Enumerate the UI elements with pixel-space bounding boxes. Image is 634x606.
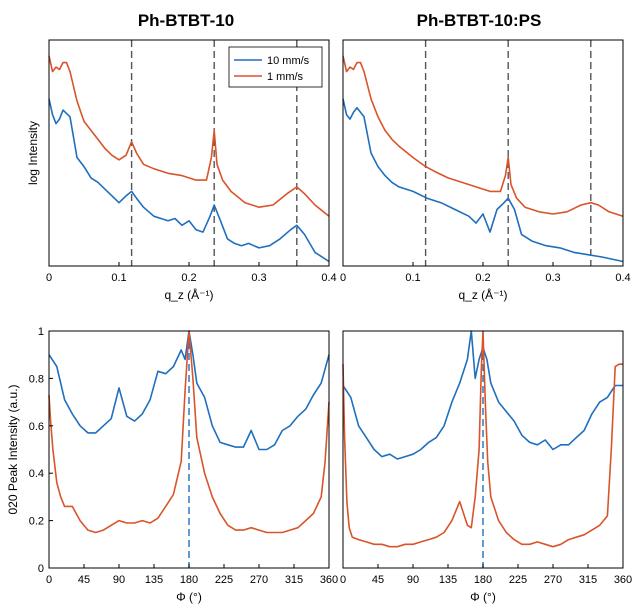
x-tick-label: 135 <box>439 574 457 586</box>
x-tick-label: 0.3 <box>251 272 266 284</box>
series-line-1-mm-s <box>48 330 330 534</box>
x-tick-label: 0.2 <box>181 272 196 284</box>
x-axis-label: Φ (°) <box>176 590 202 604</box>
y-axis-label: log Intensity <box>26 121 40 185</box>
x-tick-label: 0.3 <box>545 272 560 284</box>
x-tick-label: 0.1 <box>111 272 126 284</box>
panel-2: 0 45 90 135 180 225 270 315 360 0 0.2 0.4 0.6 0.8 1 Φ (… <box>6 326 338 604</box>
legend-label-0: 10 mm/s <box>267 55 310 67</box>
x-tick-label: 45 <box>78 574 90 586</box>
y-tick-label: 0.6 <box>29 421 44 433</box>
y-tick-label: 0.8 <box>29 373 44 385</box>
x-tick-label: 225 <box>215 574 233 586</box>
y-tick-label: 0 <box>38 563 44 575</box>
series-line-10-mm-s <box>342 330 623 460</box>
x-tick-label: 0 <box>340 272 346 284</box>
x-tick-label: 180 <box>474 574 492 586</box>
series-line-10-mm-s <box>48 98 330 263</box>
y-tick-label: 0.2 <box>29 516 44 528</box>
x-tick-label: 270 <box>250 574 268 586</box>
x-tick-label: 0.4 <box>615 272 630 284</box>
series-line-10-mm-s <box>342 98 624 263</box>
x-axis-label: q_z (Å⁻¹) <box>458 287 507 302</box>
panel-0: 0 0.1 0.2 0.3 0.4 q_z (Å⁻¹) log Intensity 10 mm… <box>26 39 337 302</box>
x-tick-label: 315 <box>579 574 597 586</box>
x-tick-label: 270 <box>544 574 562 586</box>
legend-label-1: 1 mm/s <box>267 71 304 83</box>
x-tick-label: 180 <box>180 574 198 586</box>
x-tick-label: 225 <box>509 574 527 586</box>
x-tick-label: 0 <box>46 272 52 284</box>
series-line-1-mm-s <box>342 330 623 548</box>
x-axis-label: Φ (°) <box>470 590 496 604</box>
series-line-1-mm-s <box>48 55 330 217</box>
legend-box <box>228 46 323 88</box>
x-tick-label: 0 <box>46 574 52 586</box>
x-tick-label: 0.1 <box>405 272 420 284</box>
panel-title-left: Ph-BTBT-10 <box>138 11 234 30</box>
x-tick-label: 0.4 <box>321 272 336 284</box>
x-tick-label: 360 <box>320 574 338 586</box>
series-line-1-mm-s <box>342 55 624 218</box>
x-tick-label: 90 <box>113 574 125 586</box>
panel-1: 0 0.1 0.2 0.3 0.4 q_z (Å⁻¹) <box>340 39 631 302</box>
y-tick-label: 1 <box>38 326 44 338</box>
x-tick-label: 135 <box>145 574 163 586</box>
panel-title-right: Ph-BTBT-10:PS <box>417 11 542 30</box>
x-tick-label: 45 <box>372 574 384 586</box>
x-axis-label: q_z (Å⁻¹) <box>164 287 213 302</box>
x-tick-label: 315 <box>285 574 303 586</box>
y-axis-label: 020 Peak Intensity (a.u.) <box>6 384 20 514</box>
x-tick-label: 0.2 <box>475 272 490 284</box>
panel-3: 0 45 90 135 180 225 270 315 360 Φ (°) <box>340 330 632 604</box>
x-tick-label: 0 <box>340 574 346 586</box>
y-tick-label: 0.4 <box>29 468 44 480</box>
x-tick-label: 90 <box>407 574 419 586</box>
x-tick-label: 360 <box>614 574 632 586</box>
